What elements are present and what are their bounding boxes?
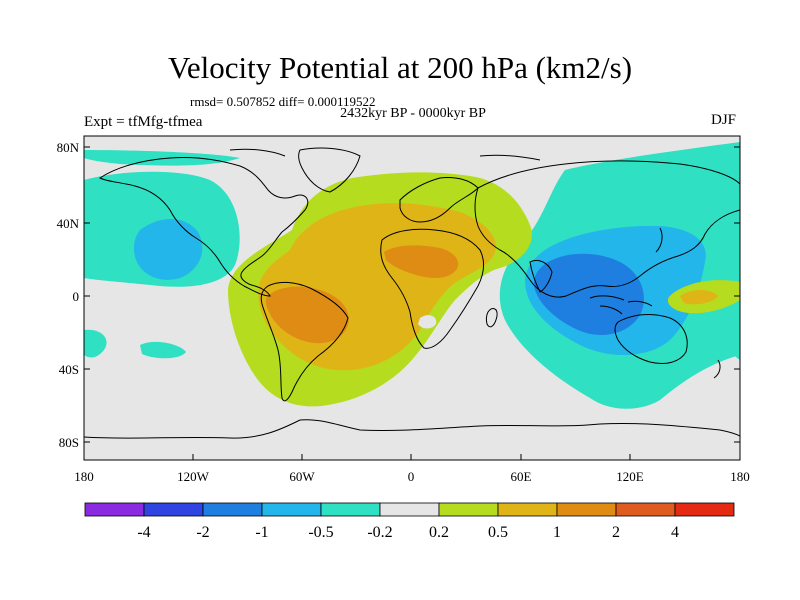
contour-pos-1-africa [384,245,459,278]
colorbar-label: 4 [671,524,679,541]
colorbar-label: -1 [255,524,268,541]
coast-new-zealand [713,359,721,379]
lon-tick-120w: 120W [177,469,210,484]
colorbar-box [556,502,617,517]
lat-tick-80s: 80S [59,435,79,450]
lat-tick-40s: 40S [59,362,79,377]
coast-south-america [260,281,349,402]
lon-tick-180e: 180 [730,469,750,484]
colorbar-labels: -4 -2 -1 -0.5 -0.2 0.2 0.5 1 2 4 [137,524,679,541]
map-title: Velocity Potential at 200 hPa (km2/s) [167,50,633,85]
lon-tick-60w: 60W [289,469,315,484]
lat-tick-80n: 80N [57,140,80,155]
coast-arctic-islands [229,148,541,161]
colorbar-box [379,502,440,517]
season-label: DJF [711,112,737,128]
experiment-label: Expt = tfMfg-tfmea [84,114,203,130]
coast-north-america [99,157,309,297]
coast-japan [655,227,663,253]
coast-antarctica [84,419,740,439]
coast-africa [380,228,485,349]
contour-neg-02-w-small [84,329,107,358]
contour-neg-02-e-edge [727,322,740,360]
coast-greenland [298,147,361,193]
lon-tick-0: 0 [408,469,415,484]
colorbar-box [674,502,735,517]
coast-india [529,259,553,293]
colorbar-label: 0.2 [429,524,449,541]
coast-madagascar [485,308,498,328]
contour-neg-1-east [533,253,644,335]
colorbar-box [615,502,676,517]
rmsd-diff-stats: rmsd= 0.507852 diff= 0.000119522 [190,94,376,109]
contour-fill-layer [84,142,740,460]
neutral-hole-south-atlantic [418,315,437,329]
colorbar-label: 0.5 [488,524,508,541]
plot-frame [83,135,741,461]
lon-tick-180w: 180 [74,469,94,484]
coast-europe [399,177,479,223]
lon-tick-120e: 120E [616,469,644,484]
colorbar-label: -2 [196,524,209,541]
contour-pos-05-pacific-east [680,290,718,305]
colorbar-box [261,502,322,517]
colorbar-box [497,502,558,517]
colorbar-label: 1 [553,524,561,541]
colorbar [84,502,735,517]
tick-marks [83,146,741,460]
lon-tick-60e: 60E [511,469,532,484]
colorbar-label: 2 [612,524,620,541]
contour-neg-02-pacific-strip [84,150,240,166]
contour-neg-02-sw-blob [140,341,186,359]
time-period-label: 2432kyr BP - 0000kyr BP [340,106,486,121]
contour-neg-05-west [133,218,203,280]
colorbar-label: -4 [137,524,150,541]
coastlines [84,147,740,439]
colorbar-box [84,502,145,517]
colorbar-label: -0.5 [308,524,333,541]
colorbar-box [320,502,381,517]
colorbar-box [438,502,499,517]
lat-tick-40n: 40N [57,216,80,231]
coast-indonesia [589,295,653,315]
colorbar-box [143,502,204,517]
colorbar-box [202,502,263,517]
lat-tick-0: 0 [73,289,80,304]
coast-australia [614,314,688,365]
colorbar-label: -0.2 [367,524,392,541]
contour-pos-1-south-america [265,286,349,344]
coast-asia [474,160,740,298]
